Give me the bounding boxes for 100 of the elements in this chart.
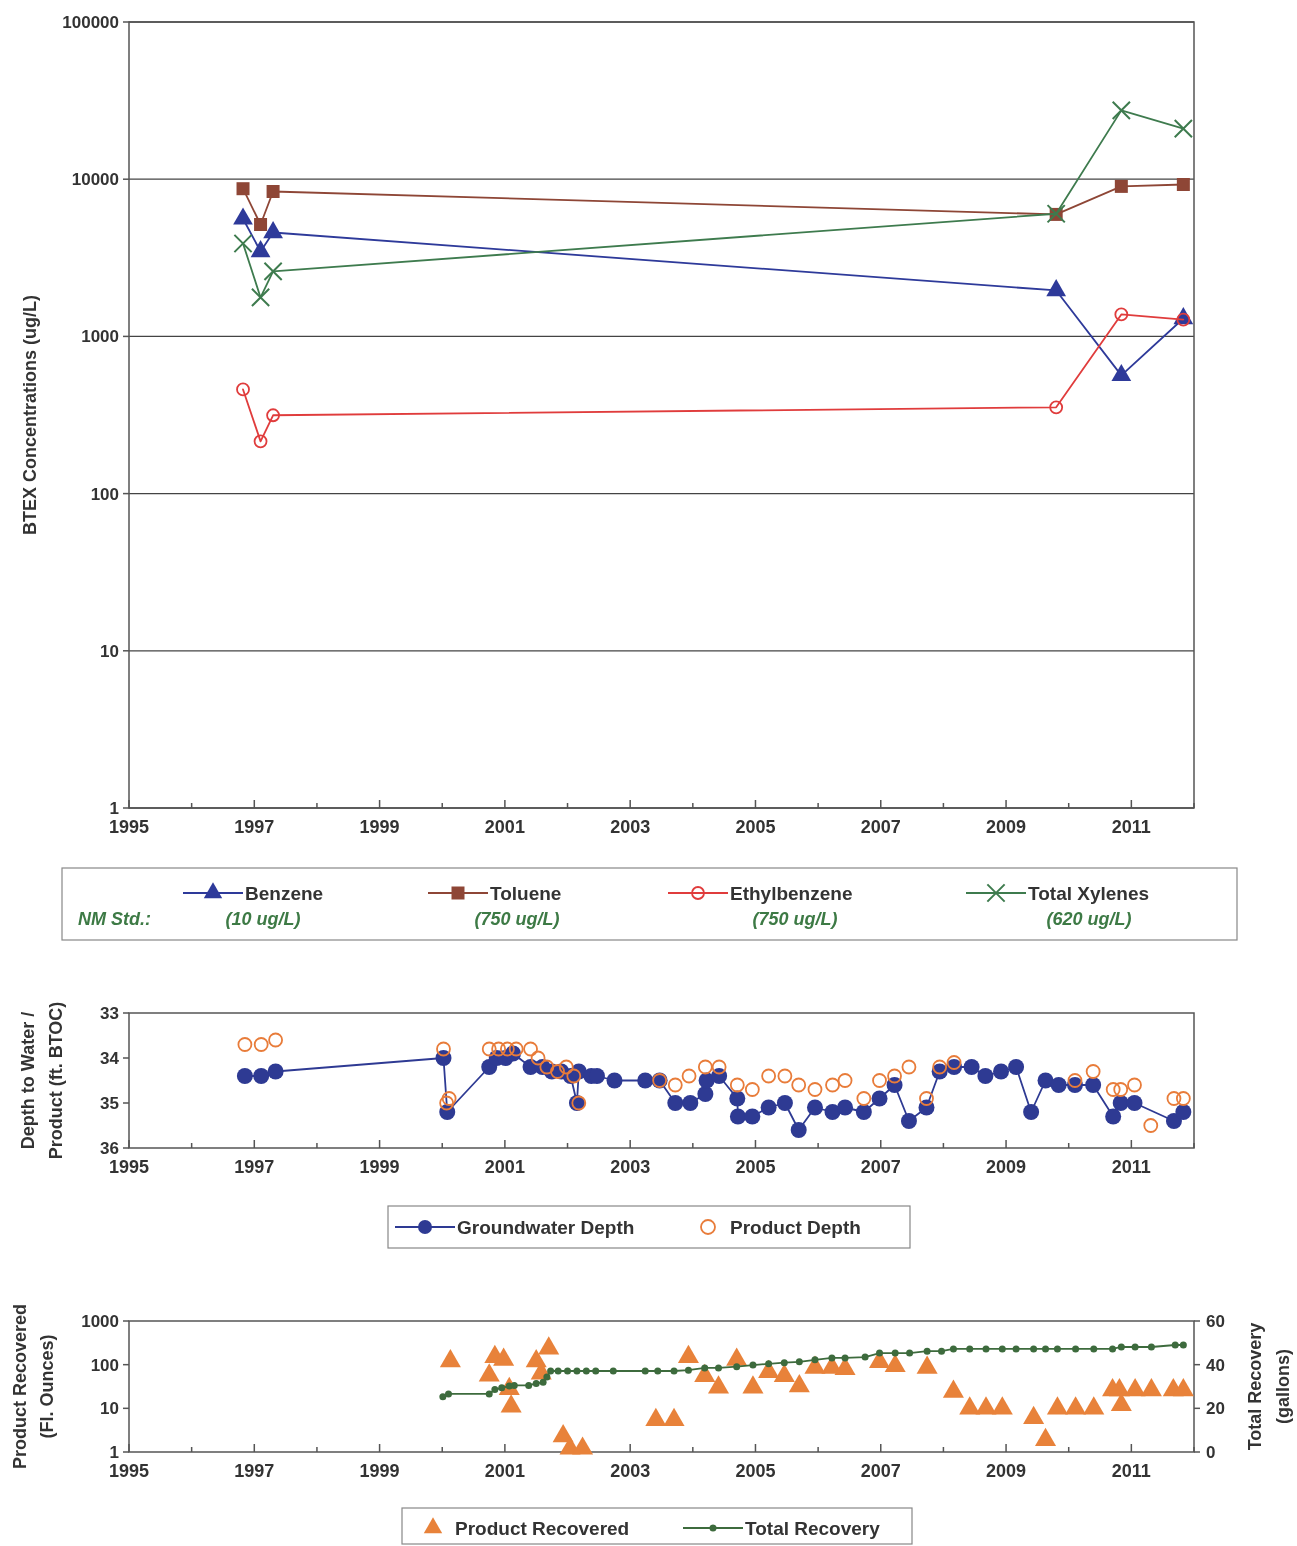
point	[539, 1059, 555, 1075]
point	[919, 1091, 934, 1106]
x-tick-label: 1999	[359, 1461, 400, 1481]
point	[777, 1068, 793, 1084]
point	[707, 1375, 730, 1394]
point	[523, 1041, 538, 1057]
legend-label: Total Recovery	[745, 1518, 881, 1539]
y2-tick-label: 20	[1206, 1399, 1225, 1419]
point	[1067, 1073, 1083, 1088]
point	[1111, 100, 1131, 121]
point	[1172, 1378, 1194, 1397]
point	[558, 1059, 574, 1075]
text: (750 ug/L)	[474, 909, 560, 929]
point	[806, 1099, 823, 1116]
point	[825, 1077, 840, 1093]
y-tick-label: 34	[100, 1049, 120, 1068]
legend-label: Benzene	[245, 883, 324, 904]
point	[500, 1394, 522, 1413]
y2-tick-label: 60	[1206, 1312, 1225, 1331]
point	[681, 1068, 697, 1084]
y2-tick-label: 40	[1206, 1355, 1225, 1375]
y-tick-label: 100	[90, 484, 119, 504]
point	[959, 1396, 981, 1415]
x-tick-label: 2003	[610, 1461, 651, 1481]
point	[790, 1122, 807, 1138]
point	[1085, 1064, 1101, 1079]
point	[901, 1059, 917, 1075]
y-tick-label: 1000	[81, 327, 119, 347]
x-tick-label: 2009	[986, 1461, 1027, 1481]
x-tick-label: 2011	[1111, 817, 1151, 837]
point	[250, 287, 271, 308]
point	[993, 1063, 1010, 1080]
x-tick-label: 2009	[986, 817, 1027, 837]
point	[267, 1063, 284, 1080]
point	[667, 1077, 683, 1093]
point	[236, 182, 250, 196]
point	[491, 1041, 507, 1057]
point	[1050, 1077, 1067, 1093]
point	[856, 1091, 872, 1106]
x-tick-label: 1997	[234, 1461, 275, 1481]
y-tick-label: 1000	[81, 1312, 119, 1331]
text: (750 ug/L)	[752, 909, 838, 929]
point	[744, 1082, 760, 1097]
point	[1165, 1113, 1182, 1129]
point	[991, 1396, 1013, 1415]
x-tick-label: 2007	[860, 1461, 901, 1481]
point	[439, 1095, 455, 1111]
y-tick-label: 10000	[71, 170, 119, 190]
point	[1008, 1059, 1025, 1075]
point	[481, 1041, 497, 1057]
y2-tick-label: 0	[1206, 1443, 1216, 1462]
point	[637, 1072, 654, 1089]
y-tick-label: 33	[100, 1004, 119, 1023]
x-tick-label: 1995	[108, 1461, 150, 1481]
point	[1105, 1082, 1121, 1097]
point	[550, 1064, 565, 1079]
point	[1105, 1108, 1122, 1125]
point	[1140, 1378, 1162, 1397]
y-axis-title: BTEX Concentrations (ug/L)	[20, 295, 41, 535]
point	[742, 1375, 764, 1394]
point	[1085, 1077, 1102, 1093]
y-tick-label: 36	[100, 1139, 119, 1158]
point	[1065, 1396, 1087, 1415]
x-tick-label: 2007	[860, 817, 901, 837]
y-tick-label: 100000	[62, 13, 119, 32]
point	[606, 1072, 623, 1089]
y-axis-title: Depth to Water / Product (ft. BTOC)	[18, 1001, 67, 1160]
x-tick-label: 2001	[484, 1157, 525, 1177]
point	[682, 1095, 699, 1111]
point	[837, 1099, 854, 1116]
point	[499, 1041, 515, 1057]
point	[837, 1073, 853, 1088]
legend-label: Product Depth	[730, 1217, 861, 1238]
point	[1113, 1082, 1129, 1097]
point	[1143, 1118, 1159, 1133]
point	[237, 1037, 253, 1052]
point	[871, 1090, 888, 1107]
point	[975, 1396, 997, 1415]
x-tick-label: 2011	[1111, 1461, 1151, 1481]
x-tick-label: 2001	[484, 817, 525, 837]
point	[773, 1363, 795, 1383]
x-tick-label: 2005	[735, 817, 776, 837]
point	[729, 1090, 746, 1107]
point	[1124, 1378, 1146, 1397]
point	[1176, 178, 1190, 192]
y-tick-label: 10	[100, 641, 119, 661]
point	[1114, 307, 1129, 322]
point	[1166, 1091, 1182, 1106]
point	[1023, 1405, 1045, 1425]
y-tick-label: 1	[109, 1443, 119, 1462]
point	[711, 1059, 727, 1075]
point	[916, 1355, 938, 1374]
legend-label: Groundwater Depth	[457, 1217, 635, 1238]
text: (620 ug/L)	[1046, 909, 1132, 929]
point	[697, 1059, 713, 1075]
point	[1114, 179, 1128, 193]
x-tick-label: 2003	[610, 1157, 651, 1177]
point	[253, 434, 268, 449]
point	[236, 1068, 253, 1084]
legend-label: Ethylbenzene	[730, 883, 853, 904]
